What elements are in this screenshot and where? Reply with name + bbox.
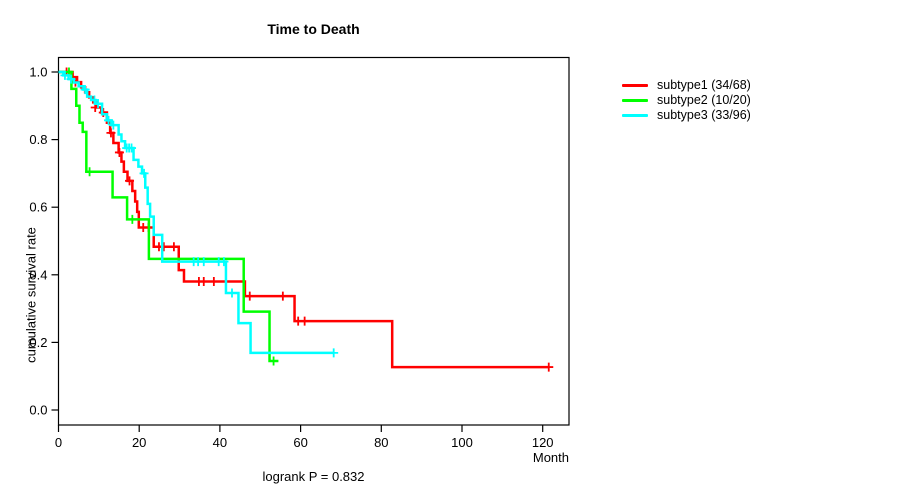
censor-mark-subtype3 xyxy=(60,70,70,80)
legend-label: subtype3 (33/96) xyxy=(657,108,751,122)
censor-mark-subtype1 xyxy=(199,277,209,287)
censor-mark-subtype3 xyxy=(199,257,209,267)
y-tick-label: 0.4 xyxy=(29,267,47,282)
censor-mark-subtype1 xyxy=(106,128,116,138)
censor-mark-subtype1 xyxy=(159,242,169,252)
censor-mark-subtype2 xyxy=(269,356,279,366)
censor-mark-subtype1 xyxy=(245,291,255,301)
x-tick-label: 60 xyxy=(293,435,307,450)
censor-mark-subtype1 xyxy=(125,176,135,186)
censor-mark-subtype3 xyxy=(139,168,149,178)
legend-item-subtype3: subtype3 (33/96) xyxy=(622,109,751,121)
legend-label: subtype2 (10/20) xyxy=(657,93,751,107)
censor-mark-subtype3 xyxy=(104,115,114,125)
y-tick-label: 0.2 xyxy=(29,335,47,350)
km-curve-subtype2 xyxy=(58,70,279,363)
legend-line-swatch xyxy=(622,98,648,102)
chart-title: Time to Death xyxy=(267,21,360,37)
censor-mark-subtype3 xyxy=(219,257,229,267)
legend-item-subtype1: subtype1 (34/68) xyxy=(622,79,751,91)
logrank-note: logrank P = 0.832 xyxy=(262,469,365,484)
censor-mark-subtype3 xyxy=(66,74,76,84)
censor-mark-subtype3 xyxy=(127,143,137,153)
y-tick-label: 0.6 xyxy=(29,200,47,215)
x-tick-label: 100 xyxy=(451,435,473,450)
censor-mark-subtype3 xyxy=(227,288,237,298)
legend-item-subtype2: subtype2 (10/20) xyxy=(622,94,751,106)
plot-frame xyxy=(57,56,570,426)
x-tick-label: 120 xyxy=(532,435,554,450)
censor-mark-subtype1 xyxy=(300,316,310,326)
y-tick-label: 0.8 xyxy=(29,132,47,147)
x-tick-label: 80 xyxy=(374,435,388,450)
legend: subtype1 (34/68) subtype2 (10/20) subtyp… xyxy=(622,79,751,121)
x-tick-label: 40 xyxy=(213,435,227,450)
censor-mark-subtype3 xyxy=(93,99,103,109)
y-tick-label: 1.0 xyxy=(29,65,47,80)
censor-mark-subtype1 xyxy=(114,147,124,157)
x-tick-label: 0 xyxy=(55,435,62,450)
legend-line-swatch xyxy=(622,113,648,117)
km-curve-subtype3 xyxy=(58,70,334,355)
censor-mark-subtype1 xyxy=(544,362,554,372)
censor-mark-subtype3 xyxy=(80,85,90,95)
censor-mark-subtype1 xyxy=(169,242,179,252)
censor-mark-subtype2 xyxy=(127,214,137,224)
legend-line-swatch xyxy=(622,83,648,87)
censor-mark-subtype3 xyxy=(108,120,118,130)
legend-label: subtype1 (34/68) xyxy=(657,78,751,92)
y-tick-label: 0.0 xyxy=(29,403,47,418)
censor-mark-subtype3 xyxy=(329,348,339,358)
x-tick-label: 20 xyxy=(132,435,146,450)
x-axis-label: Month xyxy=(532,450,569,465)
censor-mark-subtype1 xyxy=(209,277,219,287)
censor-mark-subtype1 xyxy=(278,291,288,301)
censor-mark-subtype2 xyxy=(85,167,95,177)
